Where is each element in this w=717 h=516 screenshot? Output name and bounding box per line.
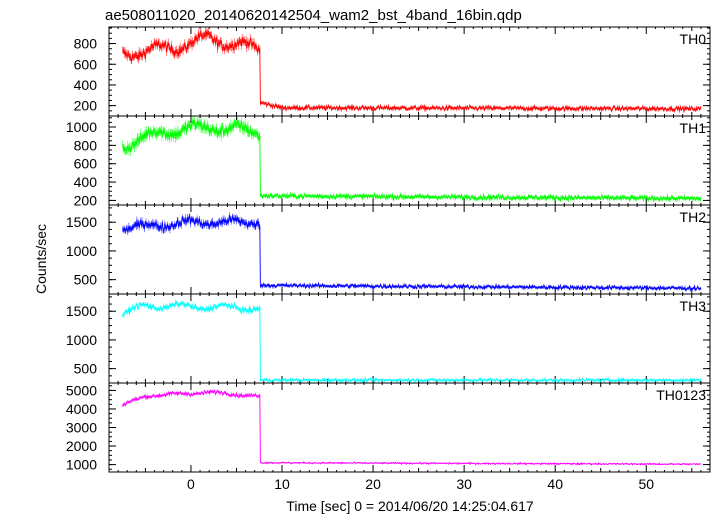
- y-tick-label: 200: [74, 192, 98, 208]
- y-tick-label: 1000: [66, 119, 97, 135]
- series-error-bars: [122, 27, 702, 113]
- panel-frame: [108, 382, 711, 473]
- series-error-bars: [122, 299, 702, 383]
- x-tick-label: 10: [274, 476, 290, 492]
- x-axis-label: Time [sec] 0 = 2014/06/20 14:25:04.617: [286, 498, 534, 514]
- x-tick-label: 50: [638, 476, 654, 492]
- series-error-bars: [122, 116, 702, 203]
- y-tick-label: 2000: [66, 438, 97, 454]
- panel-label-th0: TH0: [680, 31, 707, 47]
- x-tick-label: 30: [456, 476, 472, 492]
- x-tick-label: 0: [187, 476, 195, 492]
- panel-th0123: 1000 2000 3000 4000 5000 TH0123: [66, 382, 711, 473]
- y-tick-label: 1500: [66, 214, 97, 230]
- chart-title: ae508011020_20140620142504_wam2_bst_4ban…: [105, 7, 522, 24]
- panel-label-th1: TH1: [680, 120, 707, 136]
- y-tick-label: 500: [74, 361, 98, 377]
- y-tick-label: 4000: [66, 401, 97, 417]
- panel-frame: [108, 293, 711, 384]
- panel-th2: 500 1000 1500 TH2: [66, 204, 711, 295]
- panel-frame: [108, 115, 711, 206]
- series-line-th0: [122, 29, 702, 114]
- panel-label-th2: TH2: [680, 209, 707, 225]
- y-tick-label: 600: [74, 56, 98, 72]
- series-line-th0123: [122, 389, 701, 466]
- panel-th0: 200 400 600 800 TH0: [74, 26, 711, 117]
- y-tick-label: 1000: [66, 243, 97, 259]
- y-tick-label: 800: [74, 36, 98, 52]
- series-line-th2: [122, 214, 702, 292]
- y-tick-label: 600: [74, 156, 98, 172]
- panel-th3: 500 1000 1500 TH3: [66, 293, 711, 384]
- y-tick-label: 400: [74, 77, 98, 93]
- y-tick-label: 1000: [66, 332, 97, 348]
- series-error-bars: [122, 212, 702, 292]
- y-tick-label: 200: [74, 98, 98, 114]
- y-tick-label: 5000: [66, 382, 97, 398]
- x-tick-label: 20: [365, 476, 381, 492]
- panel-label-th3: TH3: [680, 298, 707, 314]
- series-line-th3: [122, 300, 702, 384]
- series-error-bars: [122, 389, 702, 466]
- y-tick-label: 3000: [66, 420, 97, 436]
- x-tick-label: 40: [547, 476, 563, 492]
- panel-th1: 200 400 600 800 1000 TH1: [66, 115, 711, 208]
- y-tick-label: 1000: [66, 457, 97, 473]
- y-tick-label: 500: [74, 272, 98, 288]
- y-axis-label: Counts/sec: [33, 224, 49, 294]
- y-tick-label: 400: [74, 174, 98, 190]
- y-tick-label: 800: [74, 137, 98, 153]
- panel-label-th0123: TH0123: [656, 387, 706, 403]
- series-line-th1: [122, 119, 702, 203]
- y-tick-label: 1500: [66, 303, 97, 319]
